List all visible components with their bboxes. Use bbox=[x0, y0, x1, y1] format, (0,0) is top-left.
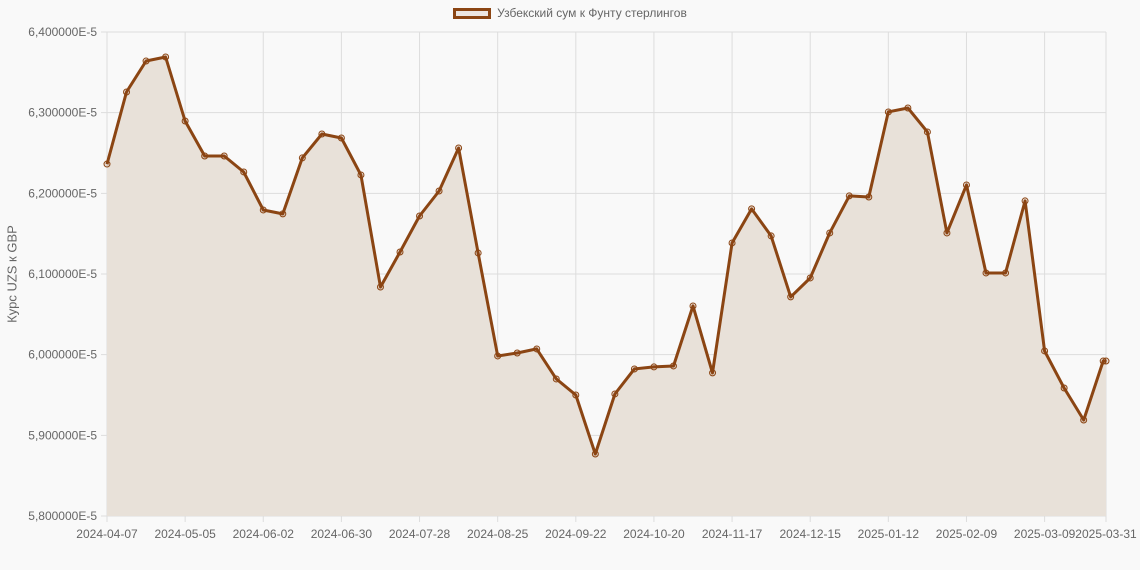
data-point bbox=[1060, 384, 1068, 392]
data-point bbox=[435, 187, 443, 195]
y-tick-label: 5,800000E-5 bbox=[28, 509, 97, 523]
data-point bbox=[298, 154, 306, 162]
data-point bbox=[1041, 347, 1049, 355]
data-point bbox=[669, 362, 677, 370]
data-point bbox=[1002, 269, 1010, 277]
data-point bbox=[201, 152, 209, 160]
data-point bbox=[220, 152, 228, 160]
data-point bbox=[806, 274, 814, 282]
x-tick-label: 2024-04-07 bbox=[76, 527, 138, 541]
x-tick-label: 2024-06-02 bbox=[233, 527, 295, 541]
x-tick-label: 2024-09-22 bbox=[545, 527, 607, 541]
data-point bbox=[103, 160, 111, 168]
data-point bbox=[240, 168, 248, 176]
x-tick-label: 2024-11-17 bbox=[702, 527, 763, 541]
data-point bbox=[709, 369, 717, 377]
y-tick-label: 5,900000E-5 bbox=[28, 428, 97, 442]
y-tick-label: 6,100000E-5 bbox=[28, 267, 97, 281]
data-point bbox=[1021, 197, 1029, 205]
data-point bbox=[376, 283, 384, 291]
data-point bbox=[650, 363, 658, 371]
area-fill bbox=[107, 57, 1106, 516]
data-point bbox=[416, 212, 424, 220]
data-point bbox=[1080, 416, 1088, 424]
x-tick-label: 2024-05-05 bbox=[154, 527, 216, 541]
data-point bbox=[259, 206, 267, 214]
data-point bbox=[357, 171, 365, 179]
data-point bbox=[865, 193, 873, 201]
y-tick-label: 6,200000E-5 bbox=[28, 186, 97, 200]
legend-swatch bbox=[453, 7, 492, 19]
data-point bbox=[142, 57, 150, 65]
data-point bbox=[787, 293, 795, 301]
x-tick-label: 2025-03-31 bbox=[1075, 527, 1137, 541]
x-tick-label: 2024-06-30 bbox=[311, 527, 373, 541]
y-tick-label: 6,300000E-5 bbox=[28, 106, 97, 120]
x-tick-label: 2025-02-09 bbox=[936, 527, 998, 541]
data-point bbox=[884, 108, 892, 116]
data-point bbox=[767, 232, 775, 240]
data-point bbox=[923, 128, 931, 136]
data-line bbox=[105, 55, 1106, 456]
x-tick-label: 2024-10-20 bbox=[623, 527, 685, 541]
data-point bbox=[396, 248, 404, 256]
data-point bbox=[748, 205, 756, 213]
data-point bbox=[318, 130, 326, 138]
data-point bbox=[162, 53, 170, 61]
data-point bbox=[494, 352, 502, 360]
data-point bbox=[630, 365, 638, 373]
data-point bbox=[572, 391, 580, 399]
data-point bbox=[826, 229, 834, 237]
y-axis-label: Курс UZS к GBP bbox=[4, 225, 20, 323]
legend[interactable]: Узбекский сум к Фунту стерлингов bbox=[0, 6, 1140, 20]
data-point bbox=[689, 302, 697, 310]
data-point bbox=[943, 229, 951, 237]
data-point bbox=[474, 249, 482, 257]
x-tick-label: 2024-12-15 bbox=[780, 527, 842, 541]
x-tick-label: 2025-01-12 bbox=[858, 527, 920, 541]
data-point bbox=[181, 117, 189, 125]
data-point bbox=[552, 375, 560, 383]
data-point bbox=[513, 349, 521, 357]
data-point bbox=[533, 345, 541, 353]
y-tick-label: 6,400000E-5 bbox=[28, 25, 97, 39]
data-point bbox=[337, 134, 345, 142]
x-tick-label: 2024-07-28 bbox=[389, 527, 451, 541]
x-tick-label: 2025-03-09 bbox=[1014, 527, 1076, 541]
legend-label: Узбекский сум к Фунту стерлингов bbox=[497, 6, 687, 20]
data-point bbox=[845, 192, 853, 200]
data-point bbox=[728, 239, 736, 247]
data-point bbox=[611, 390, 619, 398]
x-tick-label: 2024-08-25 bbox=[467, 527, 529, 541]
data-point bbox=[904, 104, 912, 112]
data-point bbox=[591, 450, 599, 458]
y-tick-label: 6,000000E-5 bbox=[28, 348, 97, 362]
data-point bbox=[1102, 357, 1110, 365]
data-point bbox=[279, 210, 287, 218]
data-point bbox=[455, 144, 463, 152]
data-point bbox=[962, 181, 970, 189]
data-point bbox=[982, 269, 990, 277]
data-point bbox=[123, 88, 131, 96]
